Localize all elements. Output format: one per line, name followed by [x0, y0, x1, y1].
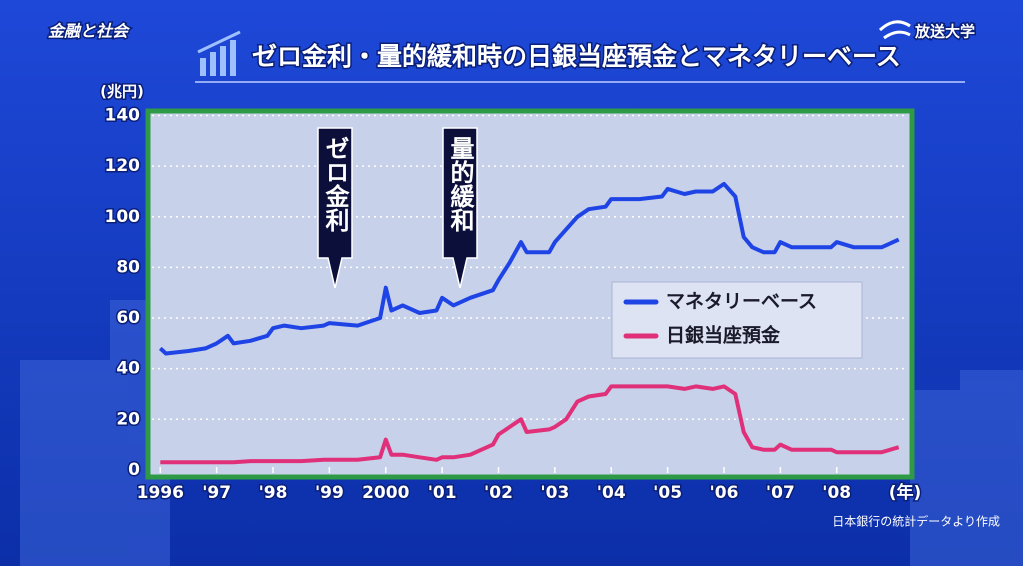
y-tick-label: 80: [116, 257, 140, 277]
y-tick-label: 0: [128, 460, 140, 480]
x-tick-label: '08: [822, 483, 851, 503]
title-icon: [197, 30, 241, 76]
y-tick-label: 120: [105, 156, 141, 176]
x-tick-label: '01: [428, 483, 457, 503]
callout-box: [442, 127, 478, 289]
x-tick-label: '02: [484, 483, 513, 503]
city-silhouette: [20, 300, 1023, 566]
chart-title: ゼロ金利・量的緩和時の日銀当座預金とマネタリーベース: [252, 42, 901, 71]
series-line: [158, 181, 900, 356]
x-tick-label: '97: [202, 483, 231, 503]
x-tick-label: 1996: [137, 483, 184, 503]
x-tick-label: '98: [259, 483, 288, 503]
x-tick-label: '05: [653, 483, 682, 503]
x-tick-label: 2000: [362, 483, 409, 503]
y-tick-label: 20: [116, 409, 140, 429]
x-tick-label: '07: [766, 483, 795, 503]
y-tick-label: 40: [116, 359, 140, 379]
source-note: 日本銀行の統計データより作成: [832, 514, 1000, 529]
x-tick-label: '03: [540, 483, 569, 503]
y-tick-label: 140: [105, 106, 141, 126]
x-tick-label: '04: [597, 483, 626, 503]
y-tick-label: 100: [105, 207, 141, 227]
legend-label: マネタリーベース: [666, 291, 817, 313]
x-tick-label: '99: [315, 483, 344, 503]
program-name: 金融と社会: [48, 22, 131, 41]
legend-label: 日銀当座預金: [666, 324, 781, 347]
x-axis-label: (年): [889, 482, 922, 503]
logo: 放送大学: [914, 23, 975, 41]
callout-text: 量的緩和: [446, 136, 474, 232]
x-tick-label: '06: [710, 483, 739, 503]
logo-mark: [878, 20, 911, 40]
callout-text: ゼロ金利: [321, 136, 350, 233]
callout-box: [317, 127, 353, 289]
y-tick-label: 60: [116, 308, 140, 328]
series-line: [160, 384, 900, 465]
y-axis-label: (兆円): [100, 83, 144, 101]
legend-box: [611, 281, 863, 359]
